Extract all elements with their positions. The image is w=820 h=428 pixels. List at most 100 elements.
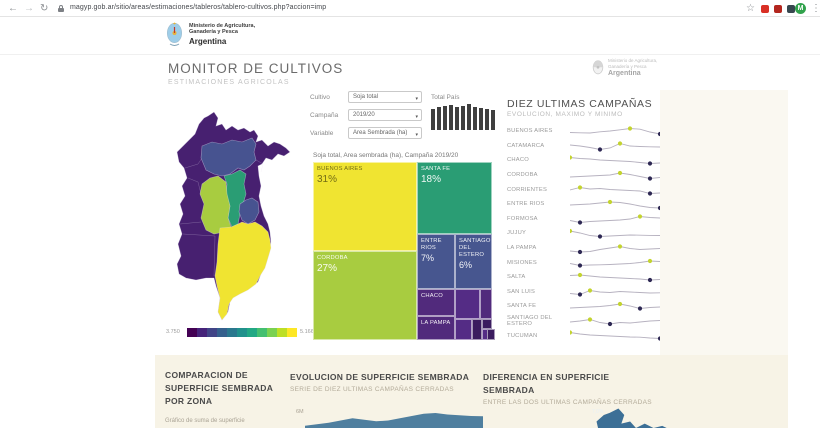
treemap-cell[interactable] <box>487 329 495 340</box>
campaign-row-santa-fe: SANTA FE <box>507 299 662 314</box>
filter-row-campana: Campaña 2019/20 ▾ <box>310 109 422 121</box>
evolucion-title: EVOLUCION DE SUPERFICIE SEMBRADA <box>290 372 470 382</box>
cultivo-select[interactable]: Soja total ▾ <box>348 91 422 103</box>
page-subtitle: ESTIMACIONES AGRICOLAS <box>168 79 290 86</box>
treemap-cell-name: CHACO <box>421 293 443 299</box>
forward-icon[interactable]: → <box>24 3 34 14</box>
browser-bar: ← → ↻ magyp.gob.ar/sitio/areas/estimacio… <box>0 0 820 17</box>
treemap-cell[interactable] <box>455 319 472 340</box>
variable-value: Area Sembrada (ha) <box>353 130 408 136</box>
min-dot <box>647 277 653 282</box>
treemap-cell[interactable] <box>482 319 492 329</box>
sparkline <box>570 155 660 166</box>
extension-icon[interactable] <box>787 4 795 13</box>
total-pais-bar <box>449 105 453 130</box>
treemap-cell-name: SANTA FE <box>421 166 451 172</box>
legend-stop <box>187 328 197 337</box>
campaign-row-tucuman: TUCUMAN <box>507 328 662 343</box>
map-legend-min: 3.750 <box>166 329 180 335</box>
variable-select[interactable]: Area Sembrada (ha) ▾ <box>348 127 422 139</box>
legend-stop <box>227 328 237 337</box>
url-input[interactable]: magyp.gob.ar/sitio/areas/estimaciones/ta… <box>70 4 327 11</box>
treemap-cell-la-pampa[interactable]: LA PAMPA <box>417 316 455 340</box>
min-dot <box>657 131 660 136</box>
campaign-row-buenos-aires: BUENOS AIRES <box>507 124 662 139</box>
treemap-cell-name: LA PAMPA <box>421 320 451 326</box>
province-buenos-aires[interactable] <box>214 221 272 321</box>
profile-avatar[interactable]: M <box>795 2 806 14</box>
min-dot <box>647 175 653 181</box>
campana-select[interactable]: 2019/20 ▾ <box>348 109 422 121</box>
filter-label: Variable <box>310 129 334 137</box>
province-entre-rios[interactable] <box>238 197 260 225</box>
total-pais-bar-chart <box>431 103 499 130</box>
right-background-zone <box>660 90 788 355</box>
menu-kebab-icon[interactable]: ⋮ <box>811 3 820 14</box>
diferencia-map[interactable] <box>560 402 705 428</box>
treemap-cell-cordoba[interactable]: CORDOBA 27% <box>313 251 417 340</box>
province-label: CATAMARCA <box>507 142 545 149</box>
bookmark-star-icon[interactable]: ☆ <box>746 3 755 14</box>
sparkline <box>570 141 660 152</box>
sparkline <box>570 316 660 326</box>
chevron-down-icon: ▾ <box>415 96 418 102</box>
max-dot <box>617 301 623 307</box>
treemap-cell[interactable] <box>455 289 480 319</box>
min-dot <box>647 191 653 196</box>
filter-row-variable: Variable Area Sembrada (ha) ▾ <box>310 127 422 139</box>
treemap-cell-santiago-del-estero[interactable]: SANTIAGO DEL ESTERO 6% <box>455 234 492 289</box>
treemap-cell-buenos-aires[interactable]: BUENOS AIRES 31% <box>313 162 417 251</box>
treemap-cell-name: ENTRE RIOS <box>421 238 442 251</box>
map-legend-gradient <box>187 328 297 337</box>
back-icon[interactable]: ← <box>8 3 18 14</box>
campaign-row-corrientes: CORRIENTES <box>507 182 662 197</box>
treemap-title: Soja total, Area sembrada (ha), Campaña … <box>313 152 459 159</box>
max-dot <box>617 141 623 146</box>
treemap-cell-percent: 6% <box>459 260 473 270</box>
watermark-country: Argentina <box>608 70 641 77</box>
total-pais-bar <box>473 107 477 130</box>
filter-label: Campaña <box>310 111 339 119</box>
province-label: JUJUY <box>507 230 527 237</box>
max-dot <box>577 272 583 277</box>
ministry-line1: Ministerio de Agricultura, <box>189 22 256 29</box>
province-cordoba[interactable] <box>199 175 232 235</box>
province-label: SAN LUIS <box>507 288 536 295</box>
treemap-cell[interactable] <box>472 319 482 340</box>
campaign-row-jujuy: JUJUY <box>507 226 662 241</box>
legend-stop <box>277 328 287 337</box>
treemap-cell-santa-fe[interactable]: SANTA FE 18% <box>417 162 492 234</box>
max-dot <box>617 243 623 249</box>
total-pais-bar <box>431 109 435 130</box>
ministry-logo: Ministerio de Agricultura, Ganadería y P… <box>166 21 255 47</box>
sparkline <box>570 126 660 136</box>
bottom-section-background <box>155 355 788 428</box>
max-dot <box>570 228 573 234</box>
campaign-row-formosa: FORMOSA <box>507 212 662 227</box>
treemap-cell-entre-rios[interactable]: ENTRE RIOS 7% <box>417 234 455 289</box>
legend-stop <box>197 328 207 337</box>
treemap-cell[interactable] <box>480 289 492 319</box>
extension-icon[interactable] <box>774 4 782 13</box>
treemap-cell-percent: 31% <box>317 174 338 185</box>
map-legend-max: 5.166.483 <box>300 329 324 335</box>
watermark-line1: Ministerio de Agricultura, <box>608 58 658 63</box>
evolucion-section: EVOLUCION DE SUPERFICIE SEMBRADA SERIE D… <box>290 371 485 393</box>
treemap-cell-name: BUENOS AIRES <box>317 166 363 172</box>
province-santiago-chaco[interactable] <box>200 137 257 177</box>
sparkline <box>570 301 660 311</box>
diferencia-title: DIFERENCIA EN SUPERFICIE SEMBRADA <box>483 372 610 395</box>
filter-label: Cultivo <box>310 93 330 101</box>
sparkline <box>570 243 660 254</box>
reload-icon[interactable]: ↻ <box>40 3 49 14</box>
treemap-cell[interactable] <box>482 329 490 340</box>
cultivo-value: Soja total <box>353 94 379 100</box>
ministry-name: Ministerio de Agricultura, Ganadería y P… <box>189 23 255 46</box>
max-dot <box>570 155 573 160</box>
country-name: Argentina <box>189 36 227 46</box>
chevron-down-icon: ▾ <box>415 132 418 138</box>
treemap: BUENOS AIRES 31% CORDOBA 27% SANTA FE 18% ENTR… <box>313 162 495 340</box>
extension-icon[interactable] <box>761 4 769 13</box>
treemap-cell-chaco[interactable]: CHACO <box>417 289 455 316</box>
coat-of-arms-icon <box>167 22 182 46</box>
